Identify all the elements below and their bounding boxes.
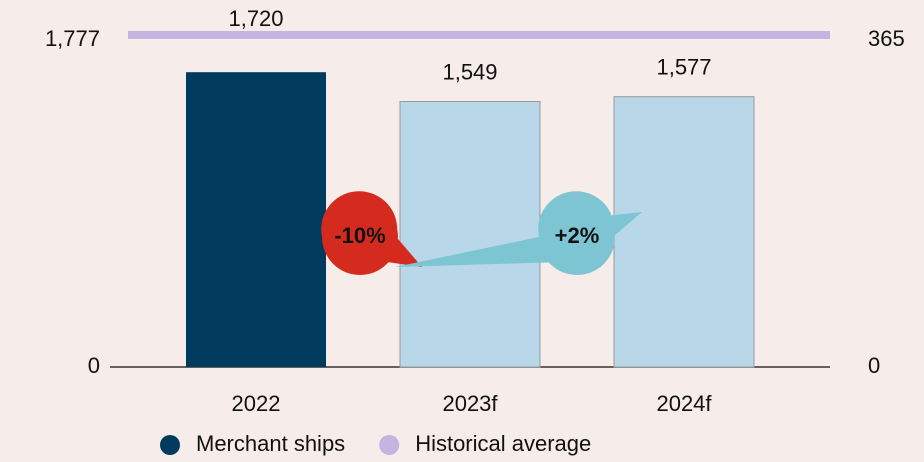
y-tick-label: 1,777 xyxy=(45,26,100,51)
x-tick-label: 2022 xyxy=(232,391,281,416)
bar xyxy=(186,72,326,367)
legend-marker xyxy=(379,435,399,455)
y2-tick-label: 365 xyxy=(868,26,905,51)
y-tick-label: 0 xyxy=(88,353,100,378)
annotation-text: +2% xyxy=(555,223,600,248)
legend-marker xyxy=(160,435,180,455)
value-label: 1,577 xyxy=(656,55,711,80)
y2-tick-label: 0 xyxy=(868,353,880,378)
chart: 0 1,777 0 365 2022 2023f 2024f 1,720 1,549 1,577 -… xyxy=(0,0,924,462)
bar xyxy=(614,97,754,367)
x-tick-label: 2024f xyxy=(656,391,712,416)
value-label: 1,549 xyxy=(442,59,497,84)
bar xyxy=(400,102,540,367)
x-tick-label: 2023f xyxy=(442,391,498,416)
legend-label: Merchant ships xyxy=(196,431,345,456)
value-label: 1,720 xyxy=(228,6,283,31)
legend-label: Historical average xyxy=(415,431,591,456)
annotation-text: -10% xyxy=(334,223,385,248)
